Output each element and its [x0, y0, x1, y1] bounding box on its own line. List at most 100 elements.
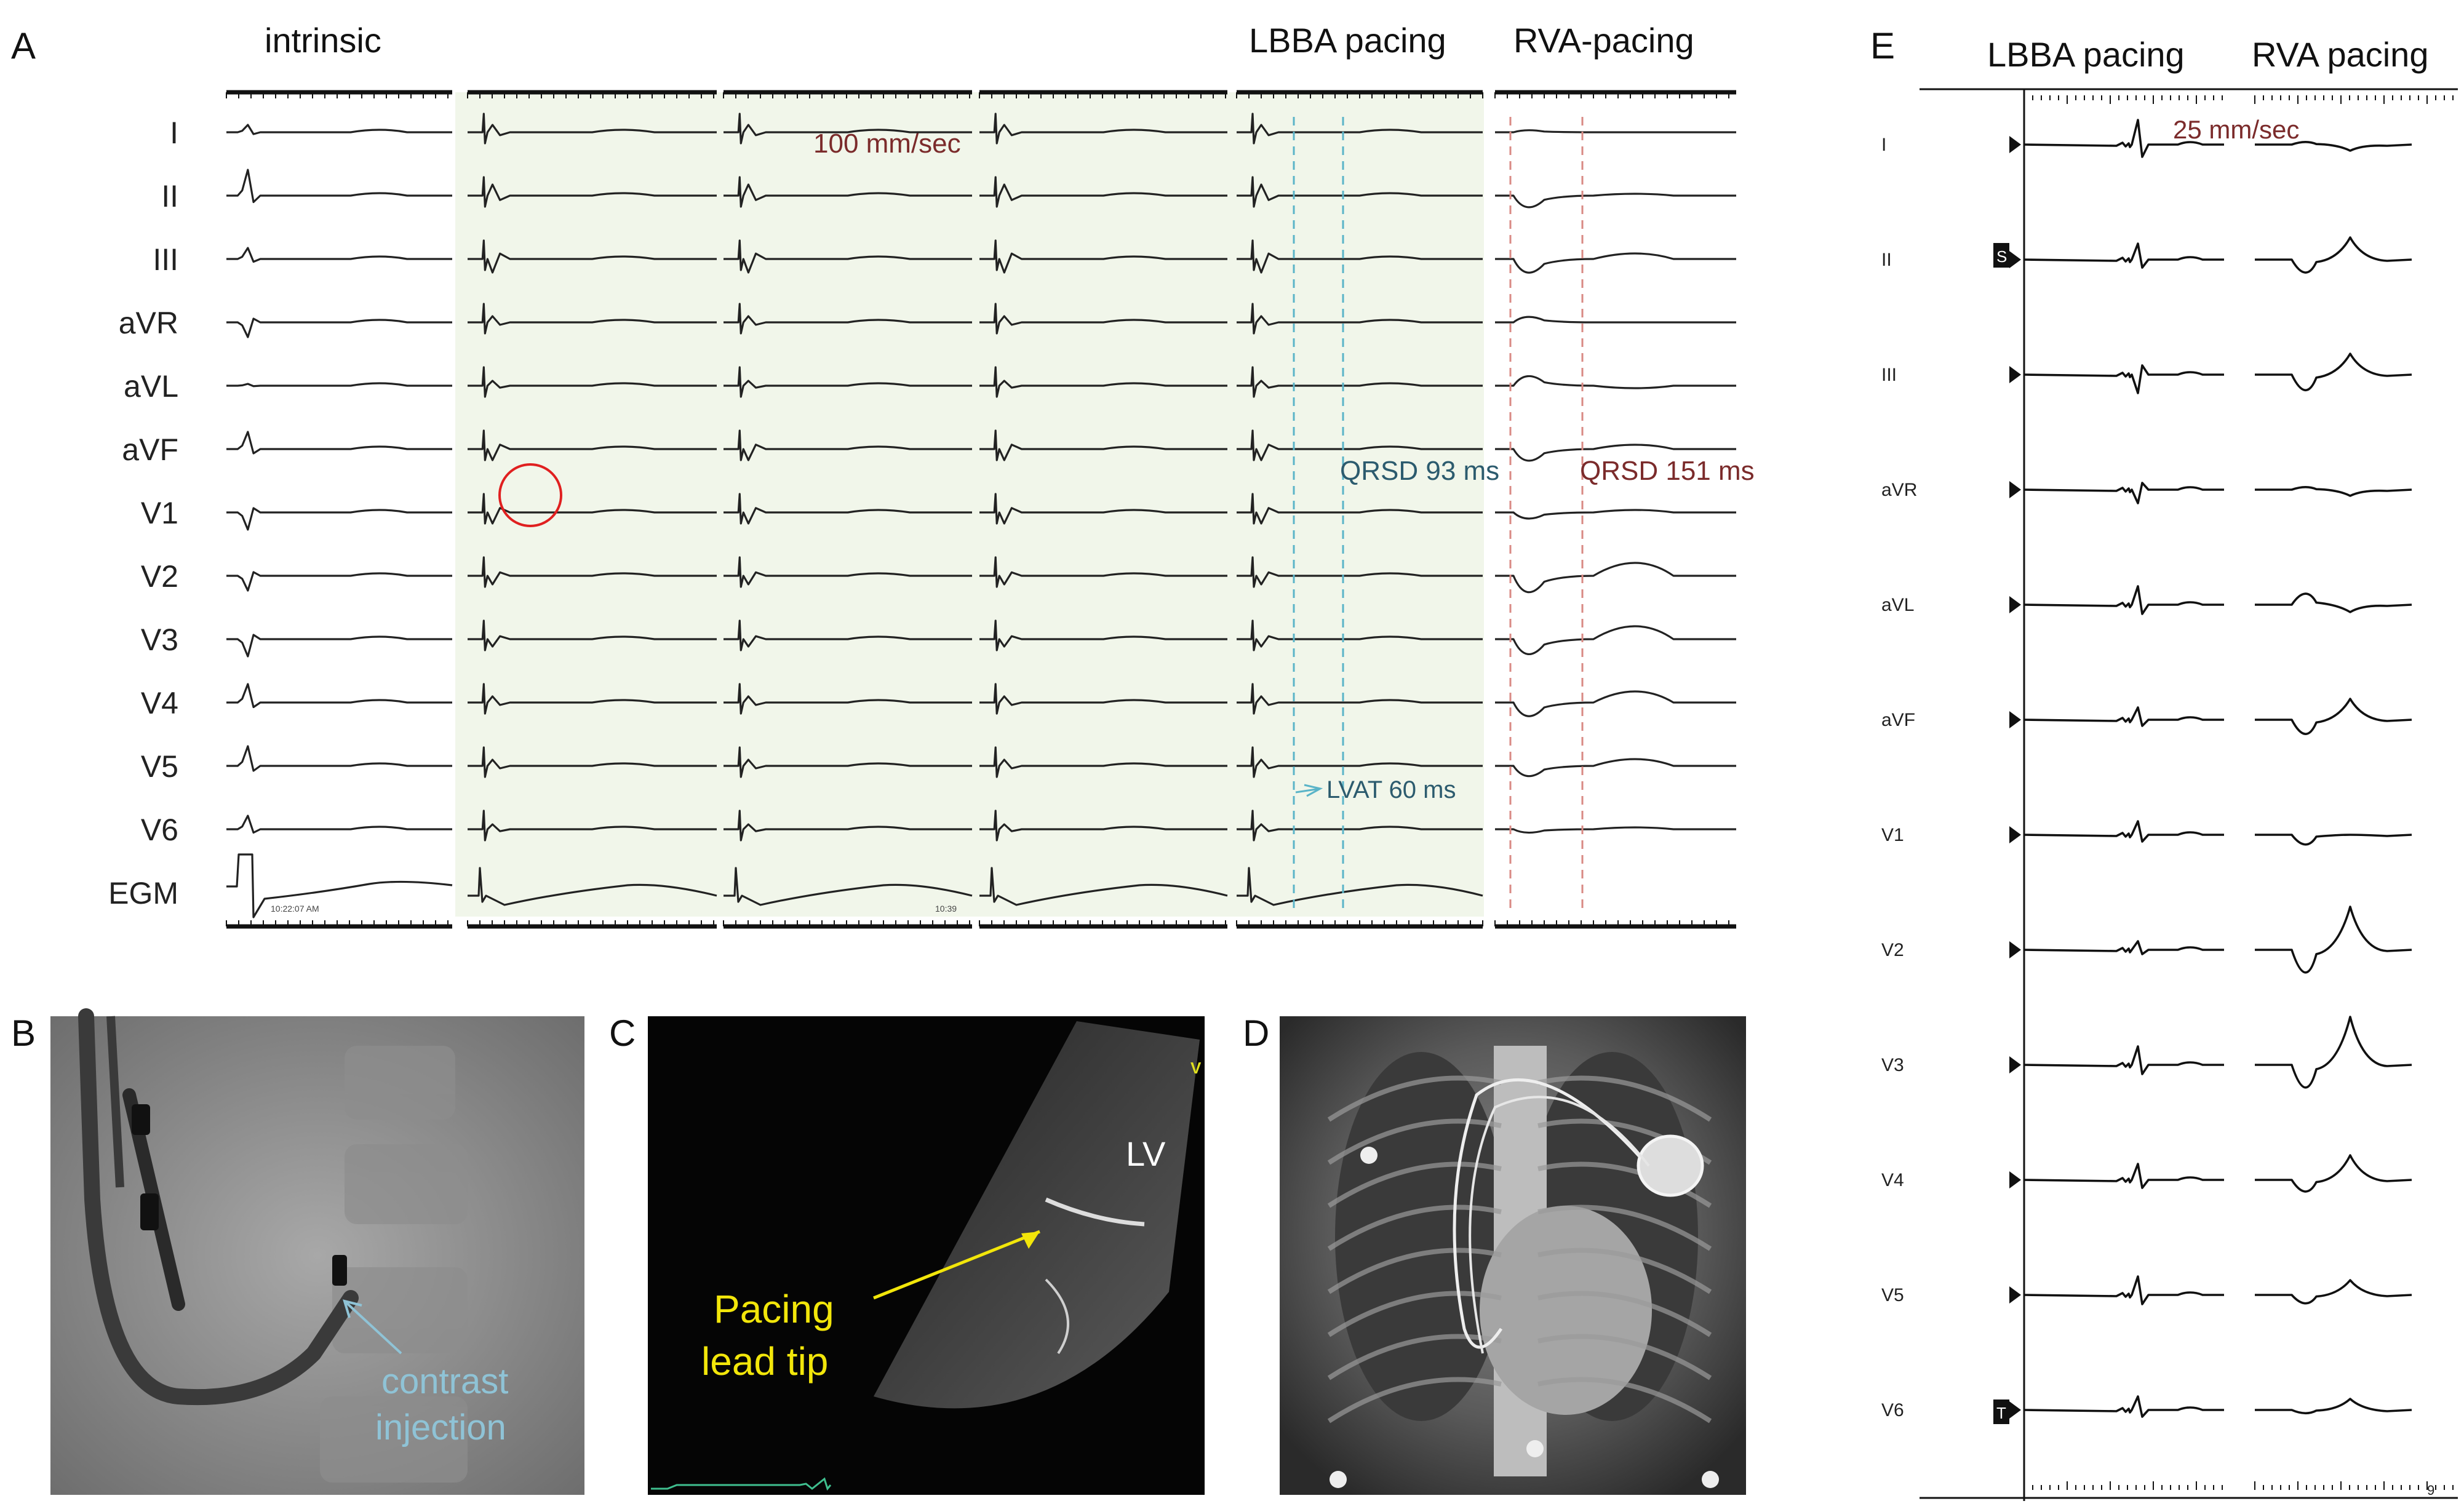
rib-right — [1327, 1291, 1502, 1337]
lead-label-a: V4 — [141, 686, 178, 720]
intrinsic-trace — [226, 382, 452, 388]
lbba-trace — [1237, 303, 1483, 335]
lead-electrode-1 — [132, 1104, 150, 1135]
calibration-mark — [2009, 136, 2021, 153]
ecg-electrode-1 — [1360, 1147, 1378, 1164]
calibration-mark — [2009, 596, 2021, 613]
rib-right — [1327, 1377, 1502, 1423]
rva-trace — [1495, 625, 1736, 656]
lead-label-e: III — [1881, 365, 1897, 385]
lbba-trace — [724, 493, 972, 525]
rva-trace — [1495, 375, 1736, 389]
pacing-tip-arrow — [873, 1230, 1040, 1300]
heart-shadow — [1480, 1206, 1652, 1415]
panel-a-letter: A — [11, 25, 36, 66]
lead-label-e: II — [1881, 250, 1892, 270]
intrinsic-trace — [226, 745, 452, 772]
panel-d-letter: D — [1243, 1013, 1269, 1054]
column-rulers — [226, 90, 1736, 929]
e-rva-trace — [2255, 141, 2412, 152]
panel-a: A intrinsic LBBA pacing RVA-pacing IIIII… — [11, 21, 1755, 929]
calibration-mark — [2009, 481, 2021, 498]
calibration-mark — [2009, 826, 2021, 843]
echo-lead-echo — [1045, 1197, 1145, 1227]
pacing-tip-arrowhead — [1021, 1232, 1040, 1249]
ecg-traces-e — [2023, 119, 2412, 1418]
panel-b-letter: B — [11, 1013, 36, 1054]
calibration-mark — [2009, 251, 2021, 268]
e-rva-trace — [2255, 1016, 2412, 1089]
intrinsic-trace — [226, 571, 452, 592]
lbba-trace — [1237, 619, 1483, 651]
timestamp-right: 10:39 — [935, 904, 957, 914]
qrsd-rva-label: QRSD 151 ms — [1580, 456, 1755, 486]
lbba-trace — [979, 239, 1227, 274]
lbba-trace — [724, 810, 972, 842]
e-lbba-trace — [2023, 706, 2224, 727]
calibration-mark — [2009, 1056, 2021, 1073]
rib-left — [1537, 1291, 1712, 1337]
lbba-trace — [468, 493, 717, 525]
ecg-electrode-3 — [1702, 1471, 1719, 1488]
panel-c-letter: C — [609, 1013, 636, 1054]
intrinsic-trace — [226, 247, 452, 263]
lead-label-e: V1 — [1881, 825, 1904, 845]
e-lbba-trace — [2023, 1045, 2224, 1075]
lead-label-a: V3 — [141, 623, 178, 657]
calibration-mark — [2009, 366, 2021, 383]
e-lbba-trace — [2023, 242, 2224, 269]
e-lbba-trace — [2023, 1163, 2224, 1189]
lead-tip — [332, 1255, 347, 1286]
lbba-trace — [979, 176, 1227, 208]
calibration-mark — [2009, 941, 2021, 958]
lbba-trace — [468, 429, 717, 461]
lbba-trace — [724, 113, 972, 145]
lbba-pacing-header: LBBA pacing — [1249, 21, 1446, 60]
intrinsic-header: intrinsic — [265, 21, 381, 60]
lbba-trace — [468, 239, 717, 274]
echo-sector — [874, 1021, 1200, 1409]
calibration-mark — [2009, 1171, 2021, 1188]
contrast-arrow — [343, 1300, 402, 1355]
e-rva-trace — [2255, 834, 2412, 846]
e-rva-header: RVA pacing — [2252, 35, 2428, 74]
lead-label-a: III — [153, 242, 178, 277]
egm-trace — [226, 853, 453, 918]
ecg-electrode-4 — [1526, 1440, 1544, 1457]
lbba-trace — [1237, 366, 1483, 398]
lead-label-a: V2 — [141, 559, 178, 594]
lbba-trace — [1237, 746, 1483, 778]
e-lbba-header: LBBA pacing — [1987, 35, 2185, 74]
ecg-electrode-2 — [1330, 1471, 1347, 1488]
lead-label-a: aVL — [124, 369, 178, 404]
lead-label-e: I — [1881, 135, 1886, 155]
sheath-shadow — [78, 1008, 359, 1406]
intrinsic-trace — [226, 634, 452, 658]
rva-trace — [1495, 252, 1736, 274]
lbba-trace — [468, 556, 717, 588]
fluoro-image — [50, 1016, 584, 1495]
egm-trace — [468, 867, 717, 906]
lbba-trace — [1237, 810, 1483, 842]
lbba-trace — [468, 810, 717, 842]
lead-label-e: V3 — [1881, 1055, 1904, 1075]
timestamp-left: 10:22:07 AM — [271, 904, 319, 914]
rva-trace — [1495, 509, 1736, 520]
lbba-trace — [468, 303, 717, 335]
rva-trace — [1495, 193, 1736, 209]
pacing-label-line2: lead tip — [701, 1339, 828, 1384]
e-lbba-trace — [2023, 585, 2224, 615]
rib-right — [1327, 1118, 1502, 1165]
panel-b: B contrast injection — [11, 1008, 584, 1495]
e-rva-trace — [2255, 236, 2412, 274]
calibration-marks-e — [2009, 136, 2021, 1419]
lbba-trace — [724, 683, 972, 715]
lead-label-a: V5 — [141, 749, 178, 784]
lbba-trace — [979, 113, 1227, 145]
lead-label-a: II — [161, 179, 178, 213]
e-tick-rulers — [2023, 95, 2454, 1490]
marker-s-box — [1993, 243, 2009, 268]
lbba-trace — [724, 303, 972, 335]
intrinsic-trace — [226, 431, 452, 455]
